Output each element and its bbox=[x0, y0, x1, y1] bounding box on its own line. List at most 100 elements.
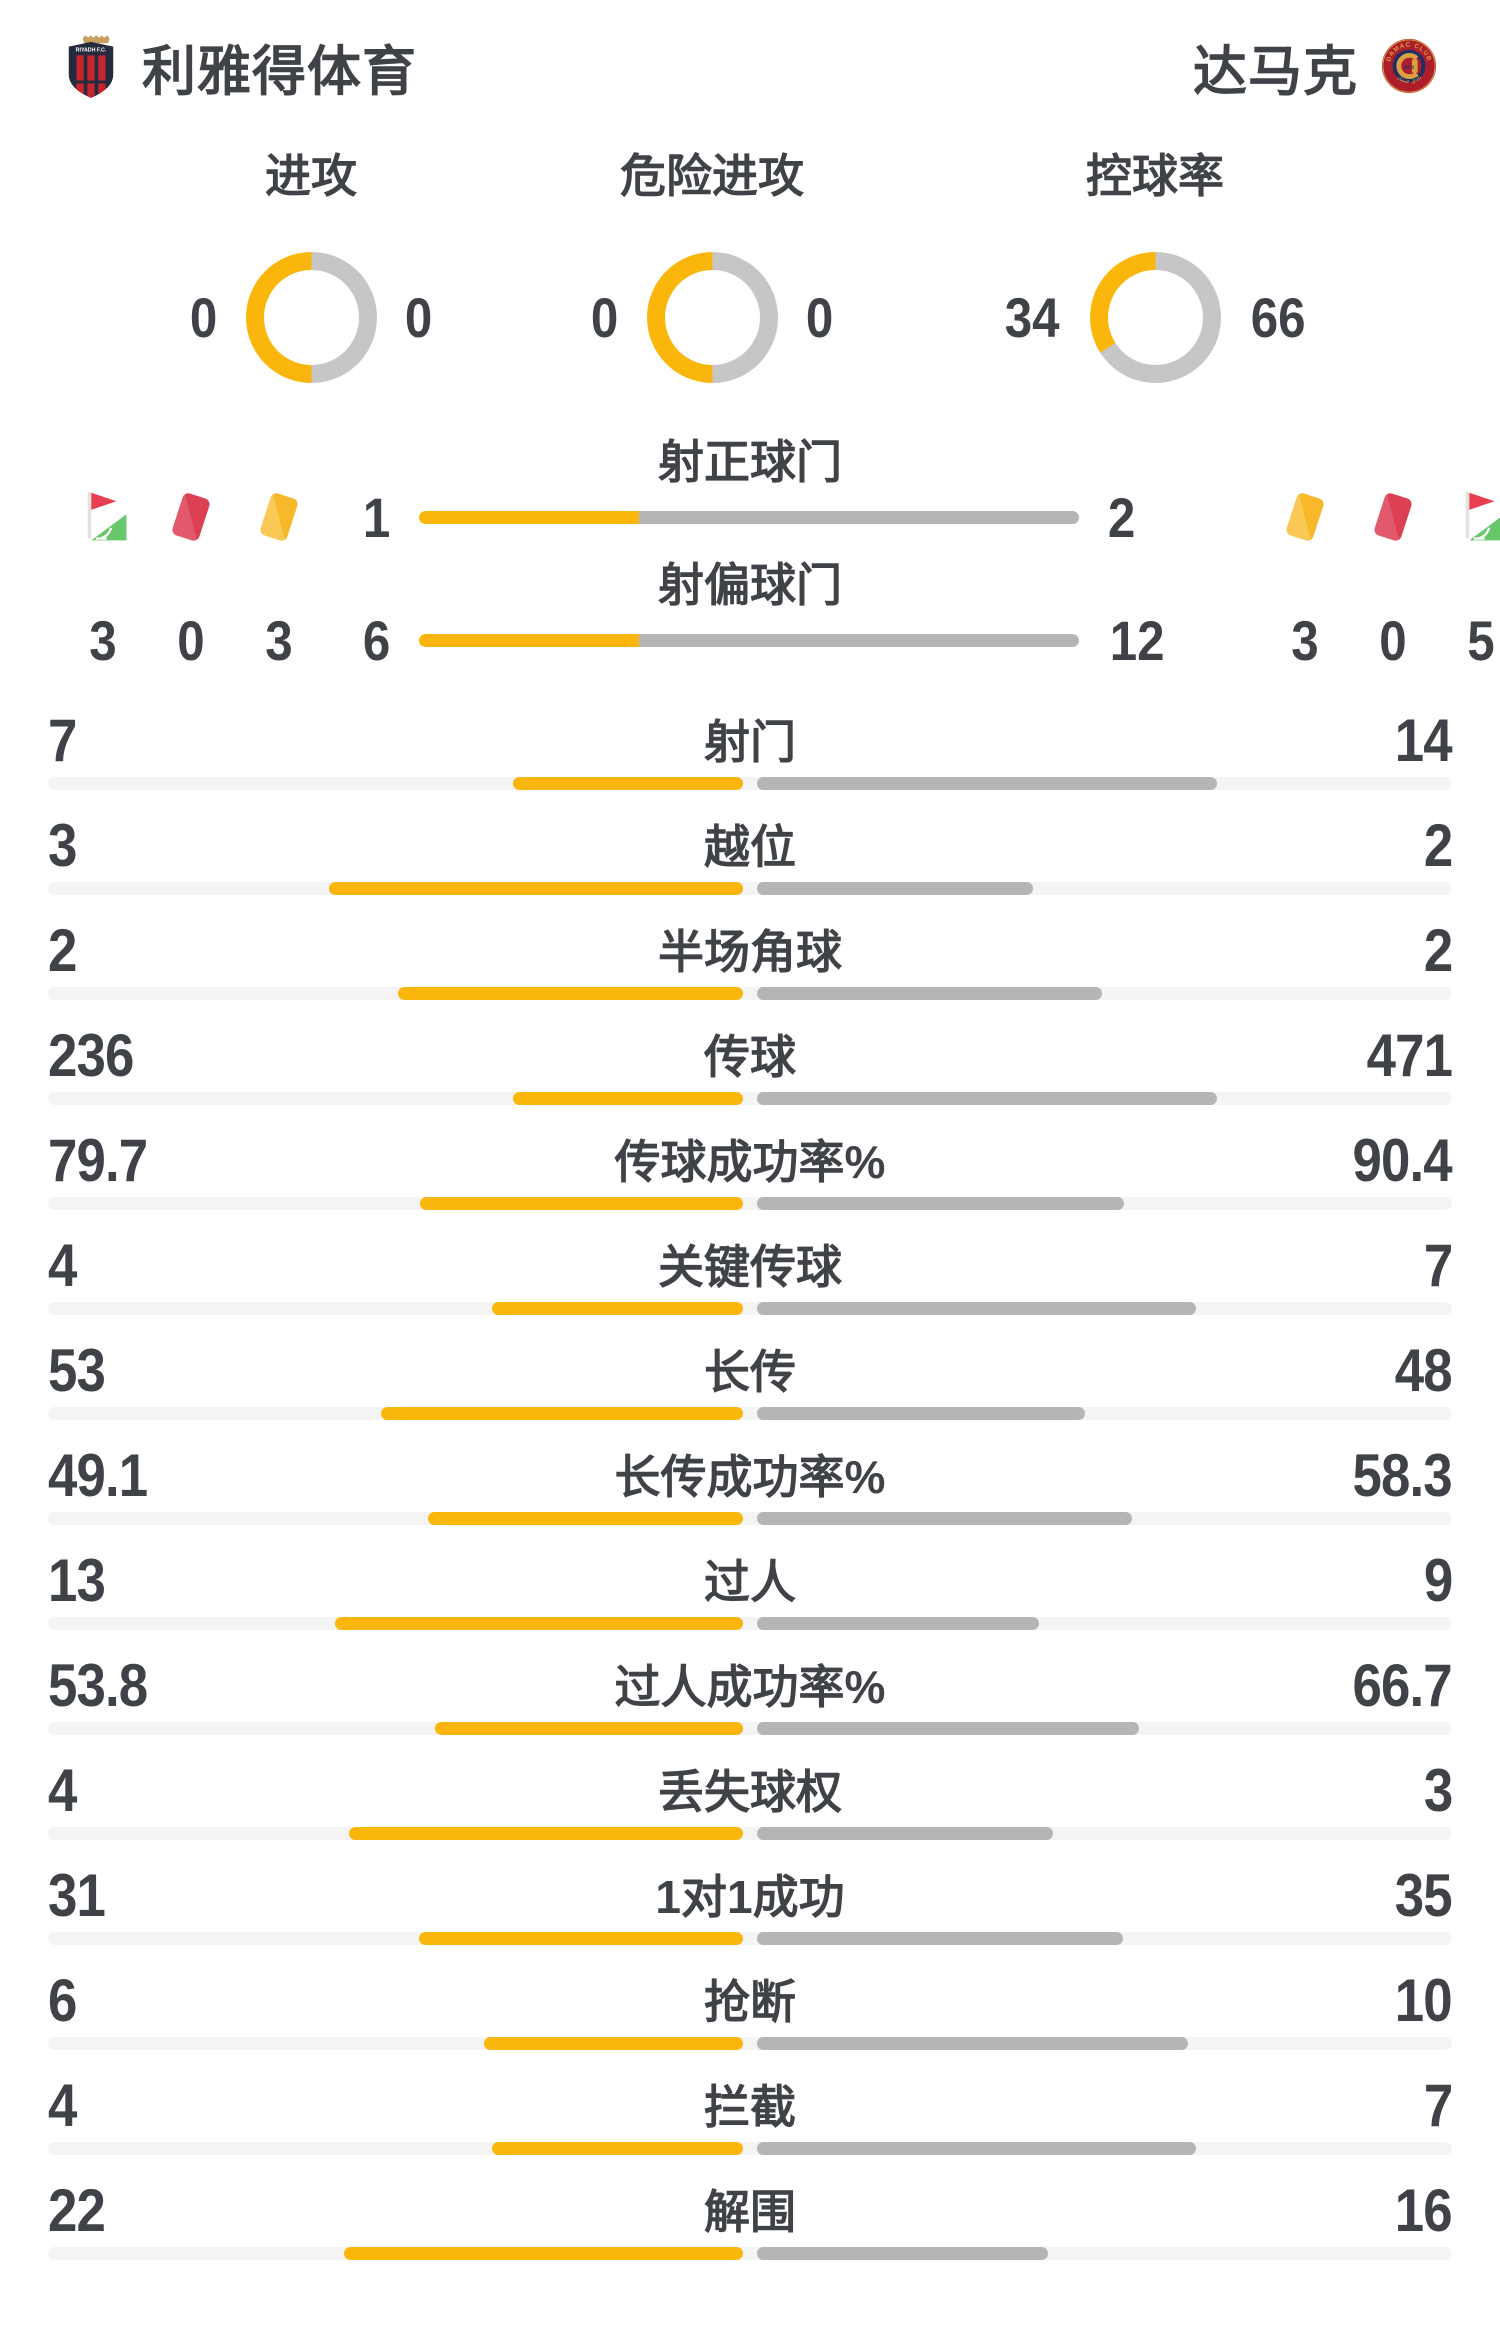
donut-dangerous-attack: 危险进攻 0 0 bbox=[497, 153, 927, 383]
stat-row-offsides: 3 越位 2 bbox=[0, 816, 1500, 929]
home-bar-fill bbox=[335, 1617, 743, 1630]
stat-bar-track bbox=[48, 1197, 1452, 1210]
shots-on-target-bar bbox=[419, 510, 1079, 524]
stat-bar-track bbox=[48, 1827, 1452, 1840]
home-bar-fill bbox=[398, 987, 743, 1000]
away-bar-fill bbox=[639, 633, 1079, 647]
stat-label: 过人成功率% bbox=[614, 1661, 886, 1713]
donut-title: 危险进攻 bbox=[620, 150, 804, 202]
away-bar-fill bbox=[757, 1722, 1139, 1735]
away-bar-fill bbox=[757, 987, 1102, 1000]
stat-away-value: 9 bbox=[1423, 1547, 1453, 1614]
home-bar-fill bbox=[344, 2247, 743, 2260]
shots-on-target-away-value: 2 bbox=[1107, 485, 1136, 549]
away-bar-fill bbox=[757, 2247, 1048, 2260]
stat-label: 拦截 bbox=[704, 2081, 796, 2133]
stat-bar-track bbox=[48, 1932, 1452, 1945]
stat-bar-track bbox=[48, 1302, 1452, 1315]
stat-away-value: 2 bbox=[1423, 917, 1453, 984]
home-bar-fill bbox=[329, 882, 743, 895]
header: 利雅得体育 达马克 bbox=[0, 36, 1500, 102]
home-team-name: 利雅得体育 bbox=[142, 41, 417, 102]
stat-bar-track bbox=[48, 882, 1452, 895]
stat-away-value: 35 bbox=[1395, 1862, 1453, 1929]
stat-row-key-passes: 4 关键传球 7 bbox=[0, 1236, 1500, 1349]
home-yellow-card-count: 3 bbox=[265, 608, 293, 672]
donut-attack: 进攻 0 0 bbox=[96, 153, 526, 383]
away-discipline-counts: 3 0 5 bbox=[1202, 608, 1498, 673]
away-bar-fill bbox=[757, 1617, 1039, 1630]
away-yellow-card-count: 3 bbox=[1291, 608, 1319, 672]
stat-away-value: 66.7 bbox=[1352, 1652, 1453, 1719]
stat-label: 传球 bbox=[704, 1031, 796, 1083]
stat-away-value: 2 bbox=[1423, 812, 1453, 879]
stat-home-value: 4 bbox=[48, 1232, 77, 1299]
home-bar-fill bbox=[492, 2142, 743, 2155]
shots-section: 射正球门 1 2 射偏球门 3 0 3 bbox=[0, 439, 1500, 672]
away-bar-fill bbox=[639, 510, 1079, 524]
home-bar-fill bbox=[349, 1827, 743, 1840]
stat-home-value: 6 bbox=[48, 1967, 77, 2034]
donut-away-value: 0 bbox=[805, 286, 833, 349]
stat-away-value: 48 bbox=[1395, 1337, 1453, 1404]
away-team-logo-icon bbox=[1380, 37, 1438, 95]
away-bar-fill bbox=[757, 777, 1217, 790]
stat-away-value: 7 bbox=[1423, 1232, 1453, 1299]
home-team[interactable]: 利雅得体育 bbox=[62, 27, 417, 106]
stat-label: 传球成功率% bbox=[614, 1136, 886, 1188]
stat-bar-track bbox=[48, 777, 1452, 790]
away-bar-fill bbox=[757, 1827, 1053, 1840]
donut-title: 进攻 bbox=[265, 150, 357, 202]
stat-away-value: 14 bbox=[1395, 707, 1453, 774]
stat-home-value: 3 bbox=[48, 812, 77, 879]
stat-label: 半场角球 bbox=[658, 926, 842, 978]
home-discipline-icons bbox=[0, 490, 300, 544]
red-card-icon bbox=[170, 491, 212, 543]
stat-away-value: 90.4 bbox=[1352, 1127, 1453, 1194]
stat-away-value: 16 bbox=[1395, 2177, 1453, 2244]
stat-row-dribbles: 13 过人 9 bbox=[0, 1551, 1500, 1664]
stat-row-half-corners: 2 半场角球 2 bbox=[0, 921, 1500, 1034]
home-corner-count: 3 bbox=[89, 608, 117, 672]
stat-row-passes: 236 传球 471 bbox=[0, 1026, 1500, 1139]
away-team-name: 达马克 bbox=[1193, 41, 1358, 102]
stat-home-value: 49.1 bbox=[48, 1442, 148, 1509]
stat-row-dribble-success: 53.8 过人成功率% 66.7 bbox=[0, 1656, 1500, 1769]
shots-on-target-row: 1 2 bbox=[0, 485, 1500, 549]
home-team-logo-icon bbox=[62, 32, 120, 100]
home-bar-fill bbox=[484, 2037, 743, 2050]
stat-row-long-ball-success: 49.1 长传成功率% 58.3 bbox=[0, 1446, 1500, 1559]
stat-bar-track bbox=[48, 1407, 1452, 1420]
stat-row-one-on-one-won: 31 1对1成功 35 bbox=[0, 1866, 1500, 1979]
stat-bar-track bbox=[48, 2142, 1452, 2155]
stat-home-value: 4 bbox=[48, 1757, 77, 1824]
stat-label: 长传成功率% bbox=[614, 1451, 886, 1503]
home-bar-fill bbox=[381, 1407, 743, 1420]
away-bar-fill bbox=[757, 2142, 1196, 2155]
stat-bar-track bbox=[48, 1617, 1452, 1630]
away-team[interactable]: 达马克 bbox=[1193, 27, 1438, 106]
away-corner-count: 5 bbox=[1467, 608, 1495, 672]
stat-bar-track bbox=[48, 1092, 1452, 1105]
yellow-card-icon bbox=[1284, 491, 1326, 543]
stat-bar-track bbox=[48, 2247, 1452, 2260]
stat-bar-track bbox=[48, 987, 1452, 1000]
stat-home-value: 236 bbox=[48, 1022, 134, 1089]
away-bar-fill bbox=[757, 1302, 1196, 1315]
shots-on-target-title: 射正球门 bbox=[658, 436, 842, 488]
stat-away-value: 471 bbox=[1366, 1022, 1453, 1089]
corner-flag-icon bbox=[86, 490, 128, 542]
shots-off-target-bar bbox=[419, 633, 1079, 647]
stat-label: 过人 bbox=[704, 1556, 796, 1608]
donut-home-value: 0 bbox=[190, 286, 218, 349]
away-bar-fill bbox=[757, 1932, 1123, 1945]
away-bar-fill bbox=[757, 1407, 1085, 1420]
shots-off-target-home-value: 6 bbox=[362, 608, 391, 672]
away-discipline-icons bbox=[1202, 490, 1500, 544]
home-bar-fill bbox=[492, 1302, 743, 1315]
stat-label: 越位 bbox=[704, 821, 796, 873]
stat-home-value: 53.8 bbox=[48, 1652, 148, 1719]
home-bar-fill bbox=[419, 633, 639, 647]
stat-home-value: 2 bbox=[48, 917, 77, 984]
